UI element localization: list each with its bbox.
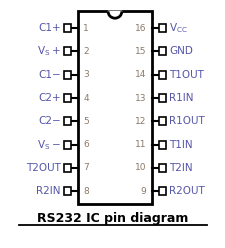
Text: T1OUT: T1OUT — [169, 70, 203, 80]
Bar — [159, 94, 166, 102]
Text: R2IN: R2IN — [36, 186, 60, 196]
Text: RS232 IC pin diagram: RS232 IC pin diagram — [37, 212, 188, 225]
Bar — [63, 94, 70, 102]
Text: R1OUT: R1OUT — [169, 116, 204, 126]
Text: 2: 2 — [83, 47, 89, 56]
Text: C2−: C2− — [38, 116, 60, 126]
Bar — [63, 164, 70, 172]
Bar — [159, 141, 166, 149]
Text: 9: 9 — [140, 187, 146, 196]
Text: 4: 4 — [83, 93, 89, 102]
Text: $\mathrm{V_{CC}}$: $\mathrm{V_{CC}}$ — [169, 21, 187, 35]
Text: GND: GND — [169, 46, 192, 56]
Bar — [159, 164, 166, 172]
Bar — [63, 24, 70, 32]
Text: $\mathrm{V_{S}+}$: $\mathrm{V_{S}+}$ — [37, 44, 60, 58]
Bar — [159, 187, 166, 195]
Bar — [159, 47, 166, 55]
Text: 6: 6 — [83, 140, 89, 149]
Text: 11: 11 — [135, 140, 146, 149]
Text: 8: 8 — [83, 187, 89, 196]
Text: T2IN: T2IN — [169, 163, 192, 173]
Text: 15: 15 — [135, 47, 146, 56]
Text: T2OUT: T2OUT — [26, 163, 60, 173]
Text: 1: 1 — [83, 24, 89, 32]
Text: C1+: C1+ — [38, 23, 60, 33]
Bar — [159, 117, 166, 125]
Text: 5: 5 — [83, 117, 89, 126]
Bar — [78, 11, 151, 204]
Bar — [159, 71, 166, 79]
Text: 16: 16 — [135, 24, 146, 32]
Text: 14: 14 — [135, 70, 146, 79]
Bar — [63, 117, 70, 125]
Bar — [63, 141, 70, 149]
Text: C2+: C2+ — [38, 93, 60, 103]
Text: 7: 7 — [83, 163, 89, 172]
Text: 12: 12 — [135, 117, 146, 126]
Bar — [63, 47, 70, 55]
Bar — [63, 187, 70, 195]
Text: R1IN: R1IN — [169, 93, 193, 103]
Text: T1IN: T1IN — [169, 140, 192, 150]
Bar — [63, 71, 70, 79]
Text: R2OUT: R2OUT — [169, 186, 204, 196]
Text: $\mathrm{V_{S}−}$: $\mathrm{V_{S}−}$ — [37, 138, 60, 152]
Bar — [159, 24, 166, 32]
Text: 10: 10 — [135, 163, 146, 172]
Text: 3: 3 — [83, 70, 89, 79]
Wedge shape — [108, 11, 121, 18]
Text: C1−: C1− — [38, 70, 60, 80]
Text: 13: 13 — [135, 93, 146, 102]
